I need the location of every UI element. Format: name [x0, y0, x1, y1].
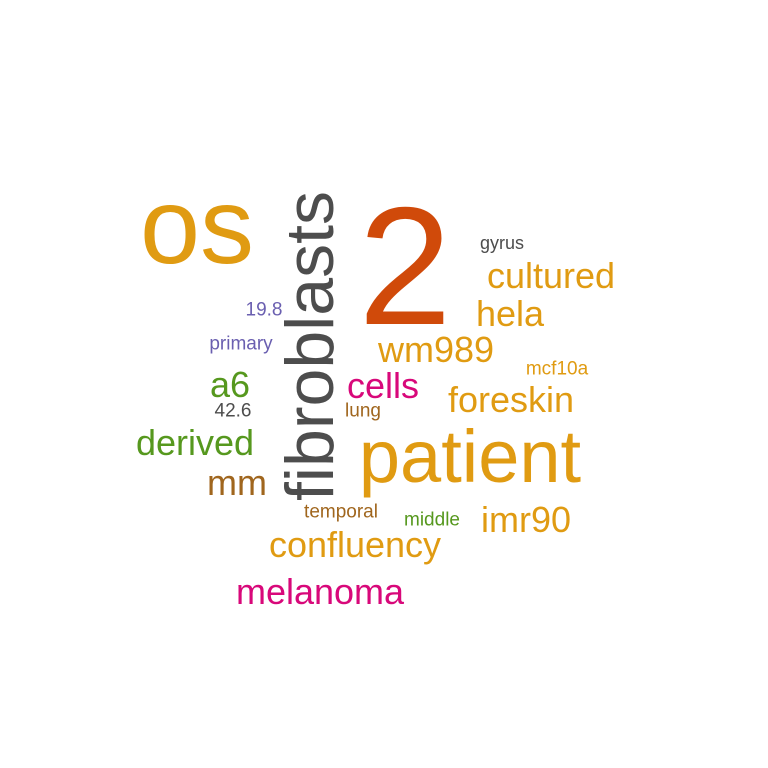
word-foreskin: foreskin [447, 379, 575, 420]
word-melanoma: melanoma [235, 571, 405, 612]
word-fibroblasts: fibroblasts [272, 191, 348, 501]
word-mm: mm [207, 462, 267, 503]
word-hela: hela [475, 293, 545, 334]
word-19-8: 19.8 [245, 299, 283, 321]
word-gyrus: gyrus [479, 233, 525, 253]
word-a6: a6 [209, 364, 251, 405]
word-middle: middle [404, 509, 460, 531]
word-wm989: wm989 [377, 329, 495, 370]
word-temporal: temporal [304, 501, 378, 523]
word-primary: primary [209, 333, 273, 355]
word-patient: patient [358, 415, 582, 498]
word-42-6: 42.6 [214, 400, 252, 422]
word-derived: derived [135, 422, 255, 463]
word-confluency: confluency [268, 524, 442, 565]
word-lung: lung [345, 400, 381, 422]
word-cells: cells [346, 365, 420, 406]
word-imr90: imr90 [480, 499, 572, 540]
word-os: os [139, 165, 255, 286]
word-mcf10a: mcf10a [525, 358, 589, 380]
word-cultured: cultured [486, 255, 616, 296]
word-2: 2 [358, 172, 452, 360]
